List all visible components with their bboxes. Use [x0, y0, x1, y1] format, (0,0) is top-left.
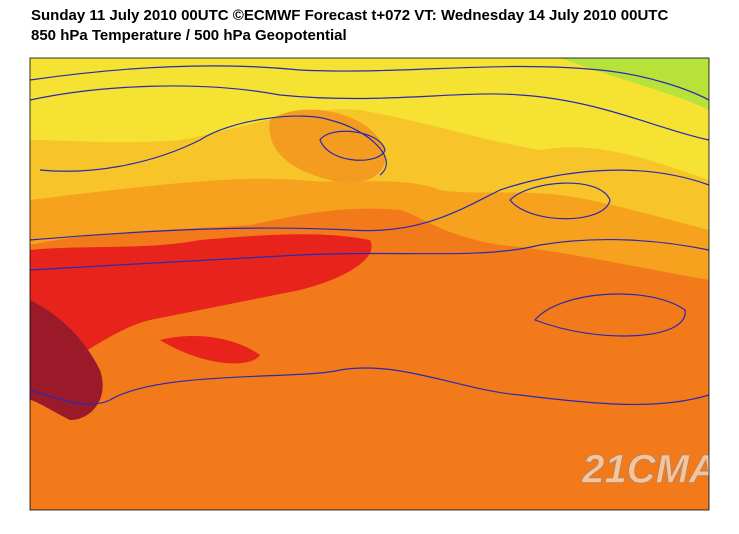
map-fields: 21CMA — [30, 58, 718, 510]
hot-patch — [160, 335, 260, 364]
map-frame — [29, 57, 710, 511]
title: Sunday 11 July 2010 00UTC ©ECMWF Forecas… — [31, 7, 668, 24]
watermark: 21CMA — [581, 448, 718, 492]
contours — [30, 65, 709, 406]
yellow-field — [30, 58, 709, 180]
subtitle: 850 hPa Temperature / 500 hPa Geopotenti… — [31, 27, 347, 44]
hot-band — [30, 234, 372, 380]
warm-pool — [269, 109, 386, 184]
hot-core — [30, 300, 103, 420]
cold-field — [560, 58, 709, 110]
